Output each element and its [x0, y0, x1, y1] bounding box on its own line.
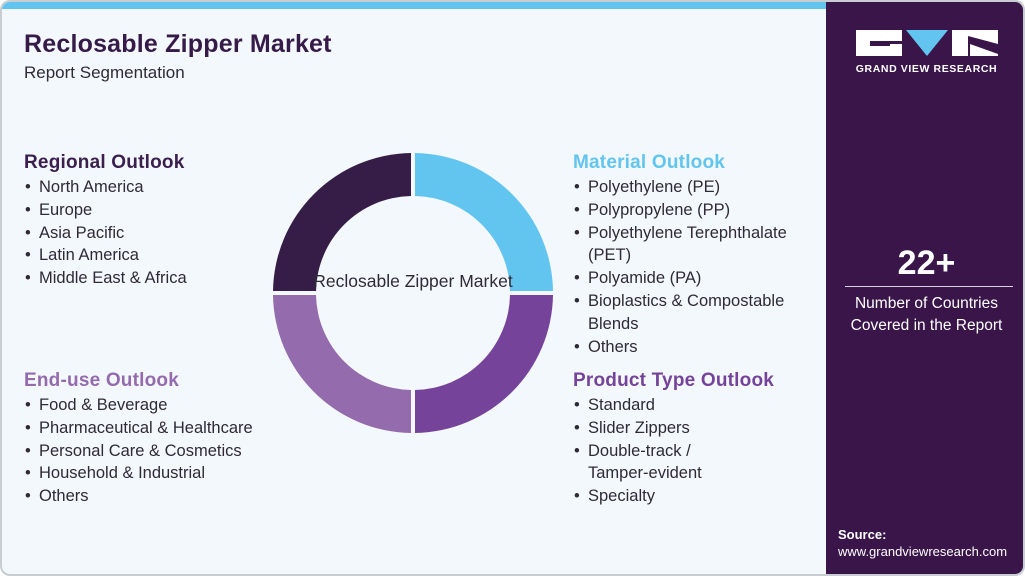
- list-item: Polyamide (PA): [573, 267, 823, 290]
- list-item: Personal Care & Cosmetics: [24, 440, 253, 463]
- list-item: Others: [24, 485, 253, 508]
- section-title: End-use Outlook: [24, 370, 179, 391]
- countries-label-line1: Number of Countries: [854, 295, 998, 312]
- list-item: Asia Pacific: [24, 222, 187, 245]
- list-item: Household & Industrial: [24, 462, 253, 485]
- segmentation-donut: [273, 153, 553, 433]
- list-item: Pharmaceutical & Healthcare: [24, 417, 253, 440]
- list-item: Double-track / Tamper-evident: [573, 440, 723, 486]
- donut-segment-regional: [273, 153, 411, 291]
- grand-view-research-logo-icon: [856, 30, 998, 56]
- stat-divider: [845, 286, 1013, 287]
- list-item: Slider Zippers: [573, 417, 823, 440]
- list-item: Polypropylene (PP): [573, 199, 823, 222]
- list-item: Latin America: [24, 244, 187, 267]
- page-subtitle: Report Segmentation: [24, 63, 185, 82]
- list-item: Standard: [573, 394, 823, 417]
- countries-count: 22+: [897, 244, 956, 282]
- regional-outlook-section: Regional Outlook North America Europe As…: [24, 152, 187, 290]
- segment-list: Standard Slider Zippers Double-track / T…: [573, 394, 823, 508]
- donut-center-label: Reclosable Zipper Market: [313, 271, 513, 291]
- brand-name: GRAND VIEW RESEARCH: [855, 63, 998, 75]
- section-title: Product Type Outlook: [573, 370, 775, 391]
- list-item: Middle East & Africa: [24, 267, 187, 290]
- page-title: Reclosable Zipper Market: [24, 30, 332, 58]
- list-item: Polyethylene (PE): [573, 176, 823, 199]
- list-item: Food & Beverage: [24, 394, 253, 417]
- countries-label: Number of Countries Covered in the Repor…: [826, 293, 1023, 337]
- donut-segment-enduse: [273, 295, 411, 433]
- source-label: Source:: [838, 527, 887, 542]
- material-outlook-section: Material Outlook Polyethylene (PE) Polyp…: [573, 152, 823, 358]
- donut-segment-product: [415, 295, 553, 433]
- donut-segment-material: [415, 153, 553, 291]
- top-accent-bar: [2, 2, 826, 9]
- product-type-outlook-section: Product Type Outlook Standard Slider Zip…: [573, 370, 823, 508]
- list-item: Polyethylene Terephthalate (PET): [573, 222, 823, 268]
- side-panel: GRAND VIEW RESEARCH 22+ Number of Countr…: [826, 2, 1023, 574]
- countries-label-line2: Covered in the Report: [850, 317, 1003, 334]
- section-title: Material Outlook: [573, 152, 726, 173]
- source-url[interactable]: www.grandviewresearch.com: [838, 544, 1008, 559]
- list-item: Bioplastics & Compostable Blends: [573, 290, 823, 336]
- segment-list: North America Europe Asia Pacific Latin …: [24, 176, 187, 290]
- segment-list: Food & Beverage Pharmaceutical & Healthc…: [24, 394, 253, 508]
- section-title: Regional Outlook: [24, 152, 185, 173]
- list-item: North America: [24, 176, 187, 199]
- list-item: Europe: [24, 199, 187, 222]
- enduse-outlook-section: End-use Outlook Food & Beverage Pharmace…: [24, 370, 253, 508]
- segment-list: Polyethylene (PE) Polypropylene (PP) Pol…: [573, 176, 823, 358]
- list-item: Others: [573, 336, 823, 359]
- list-item: Specialty: [573, 485, 823, 508]
